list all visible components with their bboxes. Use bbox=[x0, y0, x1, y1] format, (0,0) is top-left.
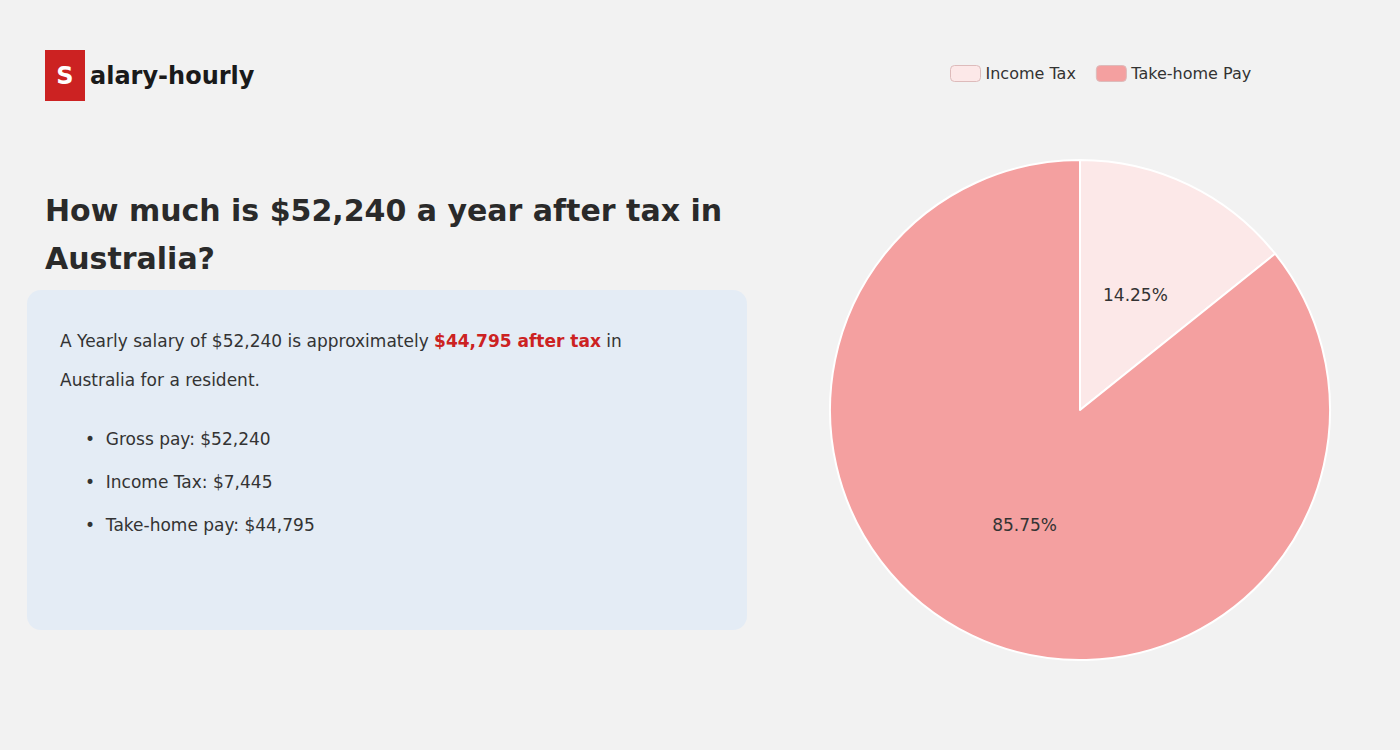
svg-text:Australia for a resident.: Australia for a resident. bbox=[60, 370, 260, 390]
svg-text:85.75%: 85.75% bbox=[992, 515, 1057, 535]
svg-text:• Take-home pay: $44,795: • Take-home pay: $44,795 bbox=[85, 515, 315, 535]
svg-text:$44,795 after tax: $44,795 after tax bbox=[434, 331, 601, 351]
svg-text:Australia?: Australia? bbox=[45, 241, 215, 276]
svg-text:Income Tax: Income Tax bbox=[986, 64, 1076, 83]
svg-text:in: in bbox=[601, 331, 622, 351]
svg-text:A Yearly salary of $52,240 is: A Yearly salary of $52,240 is approximat… bbox=[60, 331, 434, 351]
svg-text:S: S bbox=[56, 62, 73, 90]
svg-text:How much is $52,240 a year aft: How much is $52,240 a year after tax in bbox=[45, 193, 722, 228]
svg-text:alary-hourly: alary-hourly bbox=[90, 62, 255, 90]
svg-text:• Gross pay: $52,240: • Gross pay: $52,240 bbox=[85, 429, 271, 449]
svg-text:• Income Tax: $7,445: • Income Tax: $7,445 bbox=[85, 472, 272, 492]
svg-text:Take-home Pay: Take-home Pay bbox=[1130, 64, 1251, 83]
svg-text:14.25%: 14.25% bbox=[1103, 285, 1168, 305]
